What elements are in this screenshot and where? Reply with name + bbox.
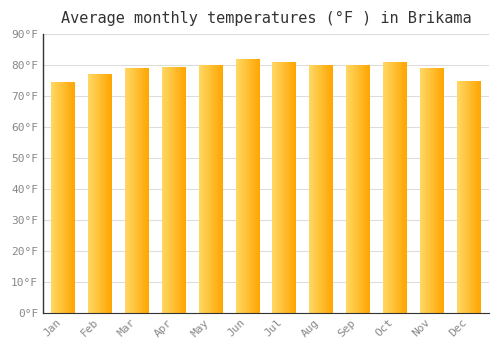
Title: Average monthly temperatures (°F ) in Brikama: Average monthly temperatures (°F ) in Br… bbox=[60, 11, 471, 26]
